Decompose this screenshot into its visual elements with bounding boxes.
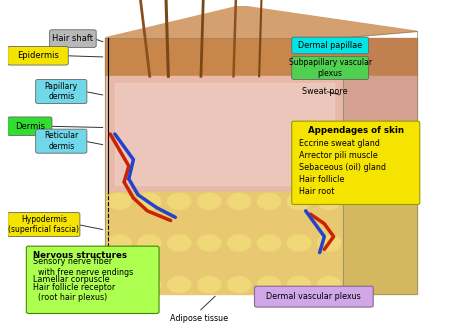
FancyBboxPatch shape xyxy=(292,121,420,204)
FancyBboxPatch shape xyxy=(50,30,96,47)
Text: Subpapillary vascular
plexus: Subpapillary vascular plexus xyxy=(289,58,372,77)
FancyBboxPatch shape xyxy=(292,56,369,79)
Polygon shape xyxy=(106,192,343,294)
Text: Hypodermis
(superficial fascia): Hypodermis (superficial fascia) xyxy=(9,215,79,234)
Text: Arrector pili muscle: Arrector pili muscle xyxy=(299,151,377,160)
FancyBboxPatch shape xyxy=(36,79,87,104)
Text: Lamellar corpuscle: Lamellar corpuscle xyxy=(33,275,110,284)
Polygon shape xyxy=(343,76,418,192)
Text: Nervous structures: Nervous structures xyxy=(33,251,128,260)
Polygon shape xyxy=(106,76,343,192)
FancyBboxPatch shape xyxy=(8,46,68,65)
FancyBboxPatch shape xyxy=(292,37,369,54)
Circle shape xyxy=(168,235,191,251)
Text: Sweat pore: Sweat pore xyxy=(301,87,347,95)
Circle shape xyxy=(228,235,251,251)
Text: Hair follicle receptor
  (root hair plexus): Hair follicle receptor (root hair plexus… xyxy=(33,283,116,302)
Circle shape xyxy=(317,277,341,293)
Circle shape xyxy=(138,193,161,209)
Polygon shape xyxy=(115,83,334,185)
Circle shape xyxy=(287,193,310,209)
Polygon shape xyxy=(343,192,418,294)
Circle shape xyxy=(198,277,221,293)
Circle shape xyxy=(287,235,310,251)
Circle shape xyxy=(317,193,341,209)
Circle shape xyxy=(138,277,161,293)
Text: Papillary
dermis: Papillary dermis xyxy=(45,82,78,101)
Circle shape xyxy=(138,235,161,251)
Circle shape xyxy=(228,193,251,209)
Text: Sensory nerve fiber
  with free nerve endings: Sensory nerve fiber with free nerve endi… xyxy=(33,257,134,277)
FancyBboxPatch shape xyxy=(255,286,373,307)
Text: Hair follicle: Hair follicle xyxy=(299,175,344,184)
Circle shape xyxy=(108,235,131,251)
Circle shape xyxy=(257,193,281,209)
Text: Adipose tissue: Adipose tissue xyxy=(170,314,228,323)
Circle shape xyxy=(198,193,221,209)
Text: Appendages of skin: Appendages of skin xyxy=(308,126,404,135)
Circle shape xyxy=(257,235,281,251)
Text: Reticular
dermis: Reticular dermis xyxy=(44,131,78,151)
FancyBboxPatch shape xyxy=(36,129,87,153)
Text: Hair shaft: Hair shaft xyxy=(53,34,93,43)
FancyBboxPatch shape xyxy=(8,213,80,236)
Text: Epidermis: Epidermis xyxy=(17,51,59,60)
Polygon shape xyxy=(343,38,418,76)
Polygon shape xyxy=(106,6,418,38)
Text: Dermal vascular plexus: Dermal vascular plexus xyxy=(266,292,361,301)
Circle shape xyxy=(108,193,131,209)
Text: Dermis: Dermis xyxy=(15,122,45,131)
Circle shape xyxy=(168,277,191,293)
Circle shape xyxy=(257,277,281,293)
Circle shape xyxy=(168,193,191,209)
Text: Sebaceous (oil) gland: Sebaceous (oil) gland xyxy=(299,163,386,172)
Circle shape xyxy=(198,235,221,251)
Text: Hair root: Hair root xyxy=(299,186,334,196)
Circle shape xyxy=(228,277,251,293)
Polygon shape xyxy=(106,38,343,76)
Circle shape xyxy=(317,235,341,251)
Circle shape xyxy=(108,277,131,293)
Text: Eccrine sweat gland: Eccrine sweat gland xyxy=(299,139,380,148)
FancyBboxPatch shape xyxy=(27,246,159,314)
FancyBboxPatch shape xyxy=(8,117,52,136)
Circle shape xyxy=(287,277,310,293)
Text: Dermal papillae: Dermal papillae xyxy=(298,41,362,50)
